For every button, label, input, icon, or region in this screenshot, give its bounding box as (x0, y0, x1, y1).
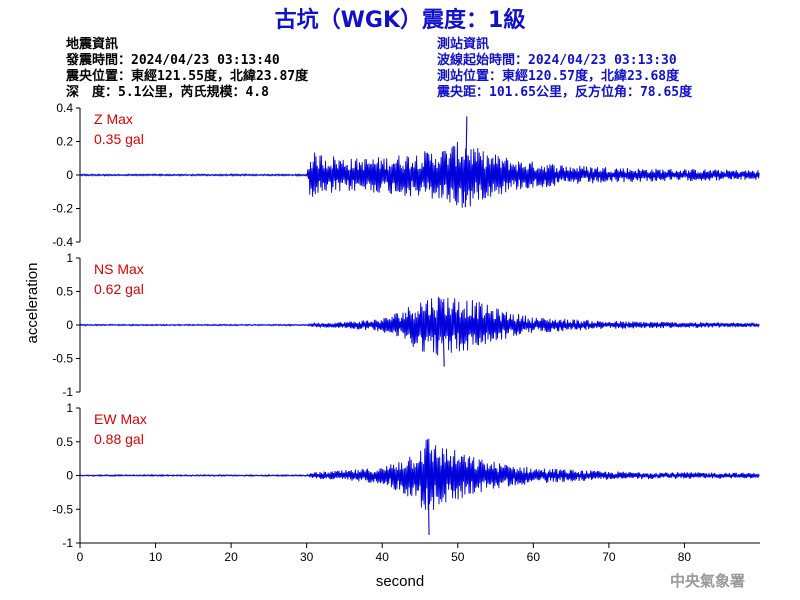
station-info-heading: 測站資訊 (437, 36, 489, 52)
y-tick-label: -0.5 (52, 502, 73, 516)
x-tick-label: 40 (376, 550, 390, 564)
waveform-trace-z (79, 141, 760, 208)
y-tick-label: -0.5 (52, 352, 73, 366)
station-distance-azimuth: 震央距：101.65公里，反方位角：78.65度 (436, 84, 693, 100)
station-record-start: 波線起始時間：2024/04/23 03:13:30 (437, 52, 677, 68)
y-tick-label: 0 (66, 318, 73, 332)
peak-spike (442, 302, 445, 367)
panel-ns: -1 -0.5 0 0.5 1 NS Max 0.62 gal (52, 251, 760, 399)
x-tick-label: 70 (602, 550, 616, 564)
x-tick-label: 80 (678, 550, 692, 564)
peak-spike (464, 116, 468, 208)
max-value: 0.35 gal (94, 131, 144, 147)
x-tick-label: 30 (300, 550, 314, 564)
panel-z: -0.4 -0.2 0 0.2 0.4 Z Max 0.35 gal (52, 101, 760, 249)
y-tick-label: 0.2 (56, 135, 73, 149)
station-info: 測站資訊 波線起始時間：2024/04/23 03:13:30 測站位置：東經1… (436, 36, 693, 100)
waveform-trace-ew (79, 438, 760, 511)
x-tick-label: 20 (224, 550, 238, 564)
y-tick-label: 0.4 (56, 101, 73, 115)
y-tick-label: -0.4 (52, 235, 73, 249)
y-tick-label: -1 (62, 536, 73, 550)
panel-ew: -1 -0.5 0 0.5 1 EW Max 0.88 gal (52, 401, 760, 550)
max-label: NS Max (94, 261, 144, 277)
y-tick-label: 1 (66, 251, 73, 265)
page-title: 古坑（WGK）震度：1級 (275, 7, 526, 33)
earthquake-epicenter: 震央位置：東經121.55度，北緯23.87度 (65, 68, 309, 84)
max-label: EW Max (94, 411, 147, 427)
max-value: 0.62 gal (94, 281, 144, 297)
y-tick-label: 0 (66, 469, 73, 483)
y-tick-label: -1 (62, 385, 73, 399)
y-tick-label: 0.5 (56, 285, 73, 299)
station-location: 測站位置：東經120.57度，北緯23.68度 (437, 68, 680, 84)
peak-spike (427, 442, 430, 535)
earthquake-info-heading: 地震資訊 (66, 36, 118, 52)
x-tick-label: 50 (451, 550, 465, 564)
earthquake-origin-time: 發震時間：2024/04/23 03:13:40 (65, 52, 280, 68)
y-tick-label: -0.2 (52, 202, 73, 216)
footer-agency: 中央氣象署 (670, 572, 745, 590)
earthquake-depth-magnitude: 深 度：5.1公里，芮氏規模：4.8 (66, 84, 269, 100)
y-tick-label: 0 (66, 168, 73, 182)
plot-area: -0.4 -0.2 0 0.2 0.4 Z Max 0.35 gal -1 -0.5 0 0.5 1 N… (52, 101, 760, 564)
x-tick-label: 0 (77, 550, 84, 564)
earthquake-info: 地震資訊 發震時間：2024/04/23 03:13:40 震央位置：東經121… (65, 36, 309, 100)
max-label: Z Max (94, 111, 133, 127)
max-value: 0.88 gal (94, 431, 144, 447)
waveform-trace-ns (79, 296, 760, 356)
y-tick-label: 1 (66, 401, 73, 415)
y-tick-label: 0.5 (56, 435, 73, 449)
x-tick-label: 10 (149, 550, 163, 564)
x-tick-label: 60 (527, 550, 541, 564)
x-axis-label: second (376, 573, 424, 590)
y-axis-label: acceleration (24, 263, 41, 344)
